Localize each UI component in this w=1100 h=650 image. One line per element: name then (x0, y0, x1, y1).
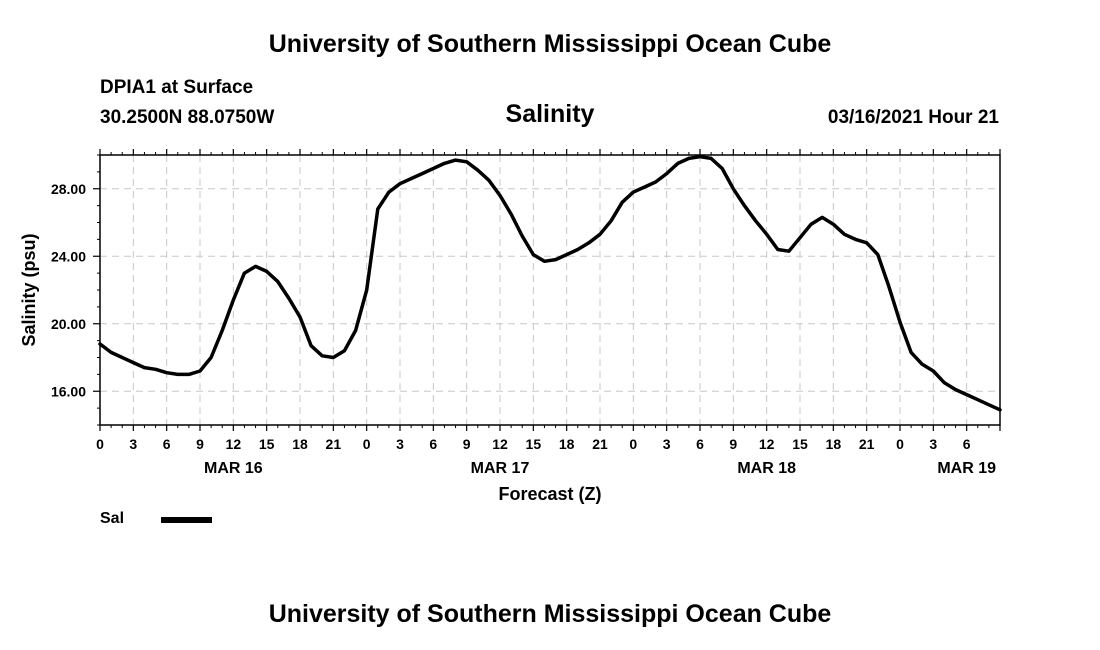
x-tick-label: 21 (326, 436, 342, 452)
x-tick-label: 3 (663, 436, 671, 452)
tick-layer (93, 149, 1001, 431)
chart-title-bottom: University of Southern Mississippi Ocean… (268, 600, 832, 628)
x-tick-label: 21 (859, 436, 875, 452)
y-tick-label: 28.00 (51, 181, 86, 197)
x-tick-label: 12 (226, 436, 242, 452)
series-layer (98, 154, 1002, 412)
x-tick-label: 9 (196, 436, 204, 452)
grid-layer (100, 155, 1000, 425)
x-tick-label: 0 (363, 436, 371, 452)
date-label: MAR 19 (937, 460, 996, 477)
forecast-datetime: 03/16/2021 Hour 21 (827, 107, 999, 128)
x-tick-label: 18 (292, 436, 308, 452)
x-tick-label: 15 (259, 436, 275, 452)
y-tick-label: 24.00 (51, 248, 86, 264)
x-tick-label: 9 (463, 436, 471, 452)
series-line-sal (98, 154, 1002, 412)
x-tick-label: 18 (559, 436, 575, 452)
x-tick-label: 6 (963, 436, 971, 452)
y-axis-label: Salinity (psu) (19, 233, 39, 346)
x-tick-label: 3 (129, 436, 137, 452)
x-tick-label: 0 (629, 436, 637, 452)
label-layer: 16.00 20.00 24.00 28.00 0 3 6 9 12 15 18 21 0 3 6 9 12 15… (19, 181, 996, 504)
legend-swatch (161, 517, 212, 523)
x-tick-label: 3 (396, 436, 404, 452)
x-tick-label: 21 (592, 436, 608, 452)
x-axis-label: Forecast (Z) (498, 484, 601, 504)
legend-label: Sal (100, 510, 125, 527)
x-tick-label: 15 (526, 436, 542, 452)
x-tick-label: 18 (826, 436, 842, 452)
variable-title: Salinity (505, 100, 595, 128)
station-name: DPIA1 at Surface (100, 77, 254, 98)
date-label: MAR 16 (204, 460, 263, 477)
x-tick-label: 15 (792, 436, 808, 452)
chart-title-top: University of Southern Mississippi Ocean… (268, 30, 832, 58)
x-tick-label: 9 (729, 436, 737, 452)
x-tick-label: 6 (163, 436, 171, 452)
x-tick-label: 0 (896, 436, 904, 452)
x-tick-label: 12 (759, 436, 775, 452)
plot-frame (99, 154, 1001, 426)
x-tick-label: 3 (929, 436, 937, 452)
x-tick-label: 6 (696, 436, 704, 452)
x-tick-label: 6 (429, 436, 437, 452)
station-coordinates: 30.2500N 88.0750W (100, 107, 275, 128)
x-tick-label: 12 (492, 436, 508, 452)
date-label: MAR 17 (471, 460, 530, 477)
x-tick-label: 0 (96, 436, 104, 452)
y-tick-label: 20.00 (51, 316, 86, 332)
date-label: MAR 18 (737, 460, 796, 477)
y-tick-label: 16.00 (51, 383, 86, 399)
